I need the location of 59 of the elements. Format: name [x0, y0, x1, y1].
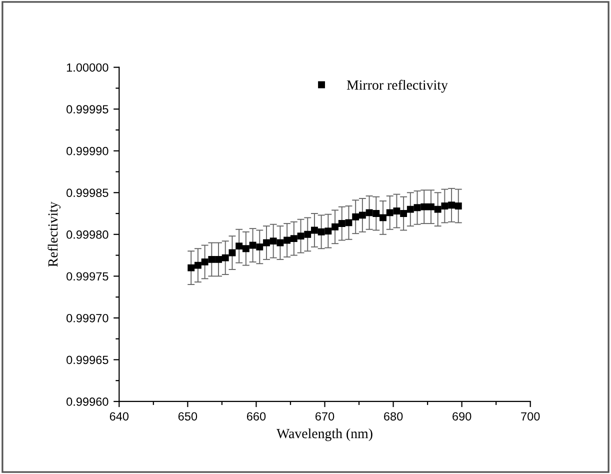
- x-tick-label: 650: [178, 412, 198, 421]
- point: [276, 239, 284, 246]
- y-axis-title: Reflectivity: [48, 202, 61, 267]
- point: [324, 228, 332, 235]
- point: [345, 219, 352, 226]
- point: [188, 264, 195, 272]
- point: [441, 202, 448, 210]
- point: [304, 230, 312, 238]
- point: [380, 214, 386, 222]
- point: [386, 209, 394, 216]
- point: [263, 239, 270, 246]
- point: [393, 208, 400, 214]
- x-tick-label: 670: [316, 412, 334, 421]
- point: [256, 243, 264, 250]
- point: [242, 245, 250, 252]
- x-tick-label: 660: [246, 412, 266, 421]
- point: [434, 206, 442, 213]
- y-tick-label: 0.99990: [66, 146, 108, 156]
- point: [372, 210, 380, 217]
- point: [318, 228, 325, 236]
- y-tick-label: 1.00000: [66, 63, 108, 72]
- point: [454, 202, 462, 210]
- y-tick-label: 0.99970: [66, 314, 108, 322]
- point: [420, 203, 428, 210]
- x-tick-label: 680: [384, 412, 403, 421]
- point: [400, 210, 408, 217]
- x-tick-label: 690: [452, 412, 472, 421]
- point: [428, 203, 434, 210]
- point: [201, 258, 208, 266]
- point: [284, 236, 291, 244]
- point: [414, 204, 421, 212]
- y-tick-label: 0.99980: [66, 230, 108, 239]
- x-tick-label: 640: [110, 412, 129, 421]
- point: [352, 213, 360, 220]
- point: [448, 202, 456, 209]
- y-tick-label: 0.99995: [66, 105, 108, 114]
- point: [332, 223, 338, 230]
- point: [208, 256, 216, 263]
- point: [406, 206, 414, 213]
- y-tick-label: 0.99965: [66, 356, 108, 364]
- point: [236, 242, 243, 250]
- x-tick-label: 700: [521, 412, 540, 421]
- point: [310, 226, 318, 234]
- point: [222, 254, 229, 262]
- point: [270, 238, 277, 245]
- y-tick-label: 0.99975: [66, 272, 108, 281]
- y-tick-label: 0.99985: [66, 188, 108, 198]
- y-tick-label: 0.99960: [66, 398, 108, 406]
- legend-label: Mirror reflectivity: [346, 80, 448, 93]
- x-axis-title: Wavelength (nm): [276, 428, 372, 442]
- point: [215, 256, 222, 263]
- point: [228, 249, 236, 256]
- point: [366, 209, 373, 216]
- point: [338, 220, 346, 228]
- point: [358, 212, 366, 219]
- point: [194, 262, 202, 269]
- point: [290, 235, 298, 242]
- point: [249, 242, 256, 249]
- point: [297, 232, 304, 240]
